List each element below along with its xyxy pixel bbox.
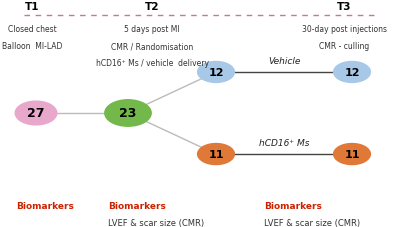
Circle shape (198, 62, 234, 83)
Text: 12: 12 (344, 68, 360, 78)
Circle shape (334, 62, 370, 83)
Text: 5 days post MI: 5 days post MI (124, 25, 180, 34)
Text: 11: 11 (344, 149, 360, 159)
Text: Biomarkers: Biomarkers (264, 201, 322, 210)
Text: Vehicle: Vehicle (268, 57, 300, 66)
Circle shape (334, 144, 370, 165)
Text: 12: 12 (208, 68, 224, 78)
Text: Closed chest: Closed chest (8, 25, 56, 34)
Text: LVEF & scar size (CMR): LVEF & scar size (CMR) (264, 218, 360, 227)
Text: 30-day post injections: 30-day post injections (302, 25, 386, 34)
Circle shape (198, 144, 234, 165)
Text: 11: 11 (208, 149, 224, 159)
Text: hCD16⁺ Ms: hCD16⁺ Ms (259, 138, 309, 148)
Text: CMR / Randomisation: CMR / Randomisation (111, 42, 193, 51)
Text: Balloon  MI-LAD: Balloon MI-LAD (2, 42, 62, 51)
Text: T3: T3 (337, 2, 351, 12)
Text: T1: T1 (25, 2, 39, 12)
Text: Biomarkers: Biomarkers (16, 201, 74, 210)
Circle shape (105, 100, 151, 127)
Text: LVEF & scar size (CMR): LVEF & scar size (CMR) (108, 218, 204, 227)
Text: hCD16⁺ Ms / vehicle  delivery: hCD16⁺ Ms / vehicle delivery (96, 59, 208, 68)
Text: T2: T2 (145, 2, 159, 12)
Text: Biomarkers: Biomarkers (108, 201, 166, 210)
Text: 27: 27 (27, 107, 45, 120)
Text: 23: 23 (119, 107, 137, 120)
Text: CMR - culling: CMR - culling (319, 42, 369, 51)
Circle shape (15, 102, 57, 125)
